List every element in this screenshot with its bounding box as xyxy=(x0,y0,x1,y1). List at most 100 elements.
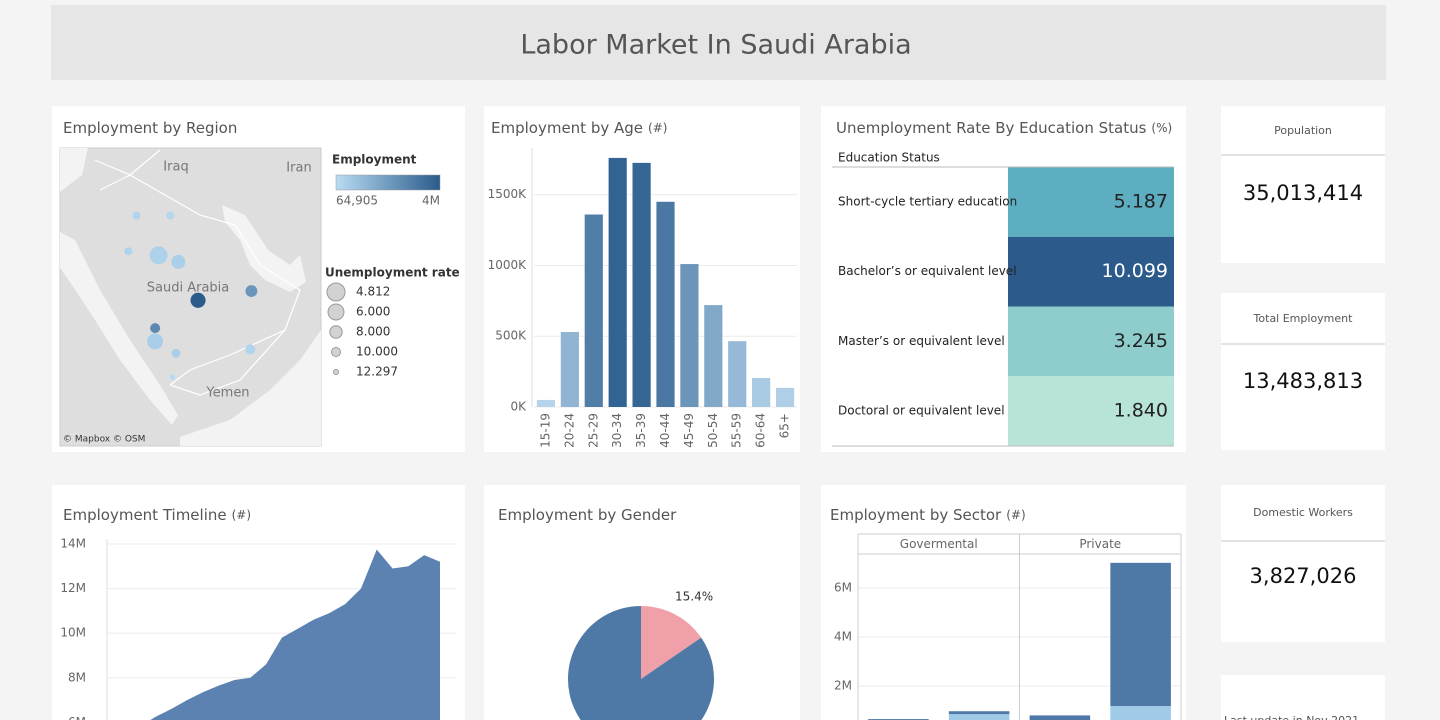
y-tick-label: 6M xyxy=(834,581,852,595)
bar xyxy=(560,331,579,407)
y-tick-label: 12M xyxy=(60,581,86,595)
size-legend-circle xyxy=(331,347,341,357)
facet-label: Private xyxy=(1079,537,1121,551)
region-bubble xyxy=(149,246,168,265)
kpi-value: 35,013,414 xyxy=(1243,181,1363,205)
dashboard-title: Labor Market In Saudi Arabia xyxy=(520,30,911,61)
map-label: Iran xyxy=(286,161,311,176)
x-tick-label: 30-34 xyxy=(610,413,624,448)
chart-title-unit: (#) xyxy=(1006,508,1025,522)
header-bar xyxy=(51,5,1386,80)
region-bubble xyxy=(124,247,133,256)
bar xyxy=(728,341,747,407)
facet-label: Govermental xyxy=(900,537,978,551)
x-tick-label: 40-44 xyxy=(658,413,672,448)
legend-label: 6.000 xyxy=(356,305,390,319)
bar xyxy=(608,157,627,407)
region-bubble xyxy=(171,348,181,358)
y-tick-label: 8M xyxy=(68,670,86,684)
row-label: Bachelor’s or equivalent level xyxy=(838,264,1017,278)
kpi-card xyxy=(1221,106,1385,263)
bar-segment xyxy=(948,714,1010,720)
chart-title-text: Employment by Age xyxy=(491,119,643,137)
map-background xyxy=(59,147,322,447)
chart-title-unit: (%) xyxy=(1151,121,1172,135)
value-label: 1.840 xyxy=(1114,400,1168,422)
x-tick-label: 60-64 xyxy=(754,413,768,448)
bar-segment xyxy=(948,711,1010,715)
kpi-label: Population xyxy=(1274,124,1332,137)
bar xyxy=(632,162,651,407)
row-label: Short-cycle tertiary education xyxy=(838,194,1017,208)
x-tick-label: 20-24 xyxy=(562,413,576,448)
chart-title: Employment by Gender xyxy=(498,506,677,524)
legend-label: 10.000 xyxy=(356,345,398,359)
row-label: Master’s or equivalent level xyxy=(838,334,1005,348)
kpi-label: Total Employment xyxy=(1253,312,1354,325)
area xyxy=(150,549,440,720)
y-tick-label: 14M xyxy=(60,536,86,550)
kpi-card xyxy=(1221,293,1385,450)
y-tick-label: 2M xyxy=(834,679,852,693)
color-legend-bar xyxy=(335,174,441,191)
value-label: 10.099 xyxy=(1102,260,1168,282)
heat-cell xyxy=(1008,306,1174,377)
y-tick-label: 1000K xyxy=(488,258,528,272)
value-label: 5.187 xyxy=(1114,190,1168,212)
y-tick-label: 1500K xyxy=(488,187,528,201)
map-label: Saudi Arabia xyxy=(147,281,230,296)
size-legend-circle xyxy=(333,369,339,375)
y-tick-label: 6M xyxy=(68,715,86,720)
chart-title: Employment by Region xyxy=(63,119,237,137)
kpi-value: 3,827,026 xyxy=(1250,564,1357,588)
map-label: Iraq xyxy=(163,160,188,175)
region-bubble xyxy=(245,344,256,355)
kpi-value: 13,483,813 xyxy=(1243,369,1363,393)
chart-title: Unemployment Rate By Education Status (%) xyxy=(836,119,1172,137)
chart-title-text: Employment by Region xyxy=(63,119,237,137)
y-tick-label: 4M xyxy=(834,630,852,644)
update-note: Last update in Nov 2021 xyxy=(1224,714,1359,720)
chart-title: Employment by Age (#) xyxy=(491,119,667,137)
kpi-label: Domestic Workers xyxy=(1253,506,1353,519)
x-tick-label: 50-54 xyxy=(706,413,720,448)
bar xyxy=(752,377,771,407)
legend-label: 4M xyxy=(422,194,440,208)
region-bubble xyxy=(132,211,141,220)
kpi-card xyxy=(1221,485,1385,642)
x-tick-label: 15-19 xyxy=(538,413,552,448)
bar xyxy=(704,305,723,407)
pie-slice xyxy=(568,606,714,720)
row-label: Doctoral or equivalent level xyxy=(838,404,1005,418)
table-header: Education Status xyxy=(838,151,940,165)
pie-slice xyxy=(641,606,702,679)
region-bubble xyxy=(166,211,175,220)
chart-title: Employment by Sector (#) xyxy=(830,506,1026,524)
x-tick-label: 65+ xyxy=(778,413,792,438)
legend-label: 64,905 xyxy=(336,194,378,208)
chart-title-text: Employment by Gender xyxy=(498,506,677,524)
region-bubble xyxy=(147,333,164,350)
heat-cell xyxy=(1008,376,1174,446)
x-tick-label: 45-49 xyxy=(682,413,696,448)
map-label: Yemen xyxy=(205,386,249,401)
region-bubble xyxy=(171,254,186,269)
x-tick-label: 55-59 xyxy=(730,413,744,448)
chart-title-text: Employment by Sector xyxy=(830,506,1002,524)
note-card xyxy=(1221,675,1385,720)
legend-label: 4.812 xyxy=(356,285,390,299)
region-bubble xyxy=(245,285,258,298)
legend-title: Employment xyxy=(332,153,417,167)
bar xyxy=(680,264,699,407)
region-bubble xyxy=(150,323,161,334)
y-tick-label: 500K xyxy=(495,329,527,343)
bar-segment xyxy=(1029,715,1091,720)
chart-title-text: Unemployment Rate By Education Status xyxy=(836,119,1147,137)
x-tick-label: 25-29 xyxy=(586,413,600,448)
legend-label: 8.000 xyxy=(356,325,390,339)
bar xyxy=(584,214,603,407)
value-label: 3.245 xyxy=(1114,330,1168,352)
y-tick-label: 0K xyxy=(510,400,527,414)
